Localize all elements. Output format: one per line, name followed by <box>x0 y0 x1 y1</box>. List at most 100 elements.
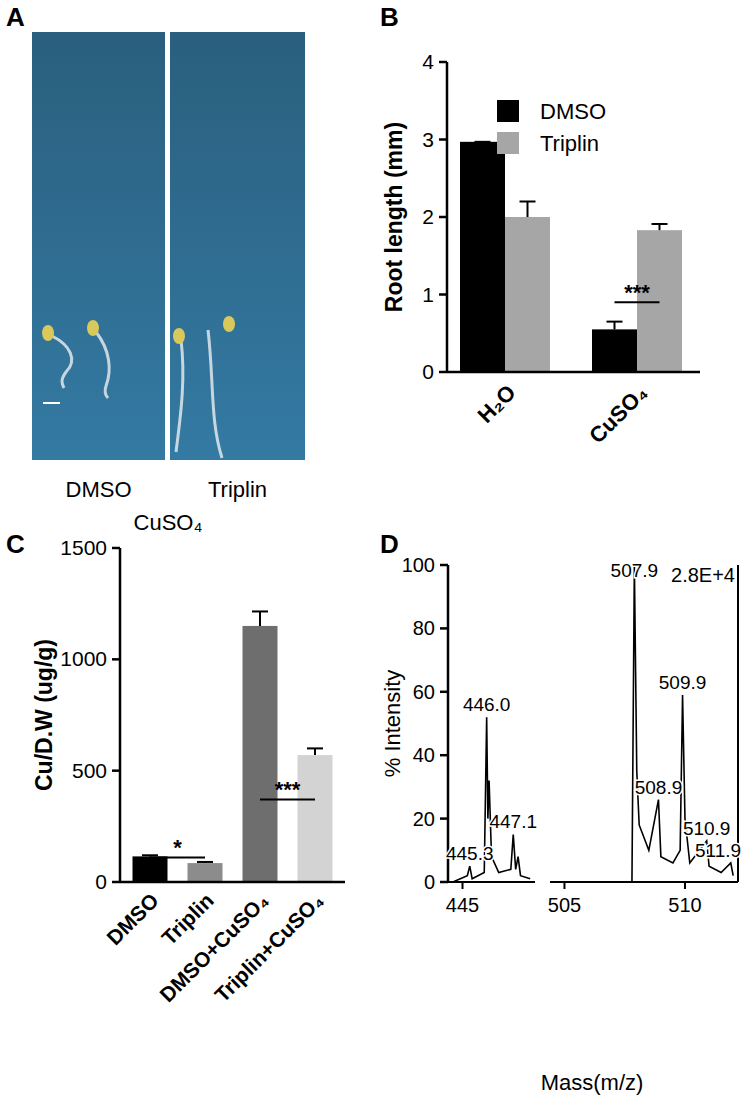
caption: CuSO₄ <box>134 510 203 535</box>
legend-swatch <box>497 100 519 122</box>
y-tick <box>112 547 120 550</box>
y-tick-label: 500 <box>72 759 107 782</box>
x-tick-label: 510 <box>668 894 701 916</box>
root <box>208 330 222 458</box>
y-tick-label: 4 <box>422 50 434 73</box>
y-tick <box>440 817 448 820</box>
y-tick <box>440 881 448 884</box>
x-axis <box>447 371 700 374</box>
bar <box>243 626 278 882</box>
error-line <box>259 611 261 625</box>
y-tick <box>112 881 120 884</box>
error-cap <box>307 747 323 749</box>
x-tick <box>563 882 565 889</box>
peak-label: 511.9 <box>695 840 741 861</box>
seed <box>223 316 235 332</box>
y-tick <box>439 371 447 374</box>
peak-label: 509.9 <box>659 672 707 693</box>
y-label: Root length (mm) <box>381 122 407 312</box>
legend-label: Triplin <box>540 131 599 156</box>
bar <box>505 217 550 372</box>
x-tick-label: H₂O <box>473 380 521 428</box>
root <box>96 332 109 398</box>
x-axis <box>120 881 345 884</box>
spectrum <box>552 565 733 882</box>
peak-label: 447.1 <box>489 811 537 832</box>
peak-label: 508.9 <box>635 777 683 798</box>
bar <box>188 863 223 882</box>
panel-letter: D <box>380 529 399 559</box>
photo-label: Triplin <box>208 477 267 502</box>
error-bar <box>607 322 623 330</box>
scale-bar <box>43 402 60 404</box>
bars <box>460 142 682 372</box>
error-bar <box>475 141 491 142</box>
figure: ADMSOTriplinCuSO₄B01234Root length (mm)H… <box>0 0 750 1102</box>
y-tick-label: 0 <box>95 870 107 893</box>
legend-label: DMSO <box>540 99 606 124</box>
panel-letter: C <box>6 529 25 559</box>
y-tick-label: 60 <box>413 681 435 703</box>
y-tick-label: 1 <box>422 283 434 306</box>
y-tick <box>439 138 447 141</box>
error-cap <box>652 223 668 225</box>
error-cap <box>475 141 491 143</box>
error-cap <box>252 610 268 612</box>
y-tick <box>439 216 447 219</box>
photo-label: DMSO <box>66 477 132 502</box>
y-tick-label: 0 <box>424 871 435 893</box>
significance: *** <box>275 777 301 802</box>
peak-label: 446.0 <box>463 694 511 715</box>
x-tick-label: CuSO₄ <box>584 380 652 448</box>
y-axis <box>447 565 450 882</box>
seed <box>173 328 185 344</box>
y-tick <box>440 627 448 630</box>
x-tick-label: Triplin+CuSO₄ <box>210 889 328 1007</box>
root <box>176 340 183 452</box>
significance: * <box>173 835 182 860</box>
y-tick <box>440 754 448 757</box>
x-label: Mass(m/z) <box>541 1070 644 1095</box>
frame <box>737 565 739 882</box>
error-bar <box>652 224 668 230</box>
error-bar <box>142 855 158 856</box>
y-tick <box>112 658 120 661</box>
bar <box>133 856 168 882</box>
x-tick-label: DMSO <box>102 889 163 950</box>
photo <box>170 32 305 460</box>
y-tick <box>439 293 447 296</box>
y-label: Cu/D.W (ug/g) <box>31 639 57 791</box>
error-bar <box>307 748 323 755</box>
error-line <box>614 322 616 330</box>
y-tick <box>440 564 448 567</box>
x-tick <box>462 882 464 889</box>
intensity-label: 2.8E+4 <box>671 564 735 586</box>
y-tick-label: 1000 <box>60 647 107 670</box>
y-tick-label: 20 <box>413 808 435 830</box>
photo <box>32 32 165 460</box>
y-tick-label: 3 <box>422 128 434 151</box>
y-tick-label: 0 <box>422 360 434 383</box>
y-tick-label: 2 <box>422 205 434 228</box>
bar <box>592 329 637 372</box>
legend-swatch <box>497 132 519 154</box>
peak-label: 445.3 <box>446 843 494 864</box>
y-tick <box>440 691 448 694</box>
error-cap <box>142 854 158 856</box>
error-bar <box>520 202 536 218</box>
bars <box>133 611 333 882</box>
panel-letter: B <box>380 2 399 32</box>
seed <box>42 325 54 341</box>
y-tick-label: 1500 <box>60 536 107 559</box>
bar <box>298 755 333 882</box>
y-tick-label: 80 <box>413 617 435 639</box>
error-bar <box>197 862 213 863</box>
y-axis <box>119 548 122 882</box>
error-cap <box>197 861 213 863</box>
x-tick-label: 445 <box>446 894 479 916</box>
x-tick-label: 505 <box>548 894 581 916</box>
error-bar <box>252 611 268 625</box>
error-cap <box>520 201 536 203</box>
error-cap <box>607 321 623 323</box>
y-tick-label: 40 <box>413 744 435 766</box>
